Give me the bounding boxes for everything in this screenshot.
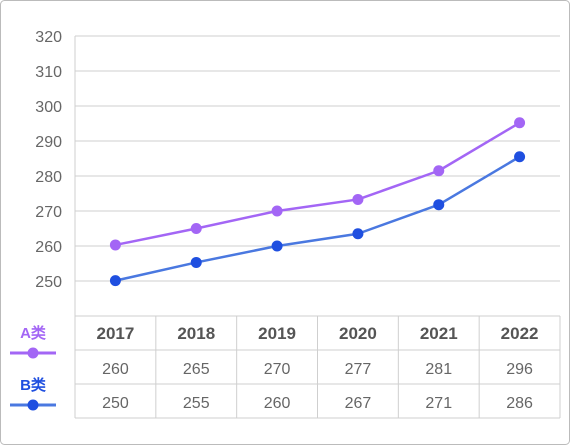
y-axis: 250 260 270 280 290 300 310 320: [35, 29, 62, 291]
series-group: [109, 117, 526, 287]
x-tick-label: 2018: [177, 324, 215, 343]
data-point-a: [433, 165, 445, 177]
table-cell: 267: [345, 395, 372, 412]
table-cell: 281: [425, 361, 452, 378]
data-point-b: [190, 256, 202, 268]
x-tick-label: 2017: [97, 324, 135, 343]
table-cell: 260: [264, 395, 291, 412]
series-line-b: [115, 155, 521, 282]
grid-lines: [74, 35, 560, 418]
table-cell: 260: [102, 361, 129, 378]
data-point-b: [352, 228, 364, 240]
data-point-a: [190, 223, 202, 234]
table-cell: 296: [506, 361, 533, 378]
x-tick-label: 2019: [258, 324, 296, 343]
data-point-a: [109, 239, 121, 251]
y-tick-label: 270: [35, 204, 62, 221]
data-point-b: [433, 199, 445, 211]
y-tick-label: 260: [35, 239, 62, 256]
x-tick-label: 2020: [339, 324, 377, 343]
data-table: 2017 2018 2019 2020 2021 2022 260 265 270 277 281 2…: [75, 315, 561, 419]
table-cell: 271: [425, 395, 452, 412]
legend: A类 B类: [10, 324, 56, 411]
y-tick-label: 320: [35, 29, 62, 46]
y-tick-label: 310: [35, 64, 62, 81]
table-cell: 270: [264, 361, 291, 378]
data-point-a: [514, 117, 526, 129]
legend-marker-a: [27, 347, 39, 359]
data-point-a: [352, 193, 364, 205]
legend-label-b: B类: [20, 376, 47, 394]
y-tick-label: 250: [35, 274, 62, 291]
legend-marker-b: [27, 399, 39, 411]
y-tick-label: 290: [35, 134, 62, 151]
data-point-b: [109, 275, 121, 287]
series-line-a: [115, 121, 521, 247]
table-cell: 265: [183, 361, 210, 378]
y-tick-label: 280: [35, 169, 62, 186]
table-cell: 250: [102, 395, 129, 412]
data-point-b: [514, 151, 526, 163]
table-cell: 255: [183, 395, 210, 412]
x-tick-label: 2022: [501, 324, 539, 343]
table-cell: 277: [345, 361, 372, 378]
data-point-a: [271, 205, 283, 217]
legend-label-a: A类: [20, 324, 47, 342]
x-tick-label: 2021: [420, 324, 458, 343]
table-cell: 286: [506, 395, 533, 412]
data-point-b: [271, 240, 283, 252]
y-tick-label: 300: [35, 99, 62, 116]
